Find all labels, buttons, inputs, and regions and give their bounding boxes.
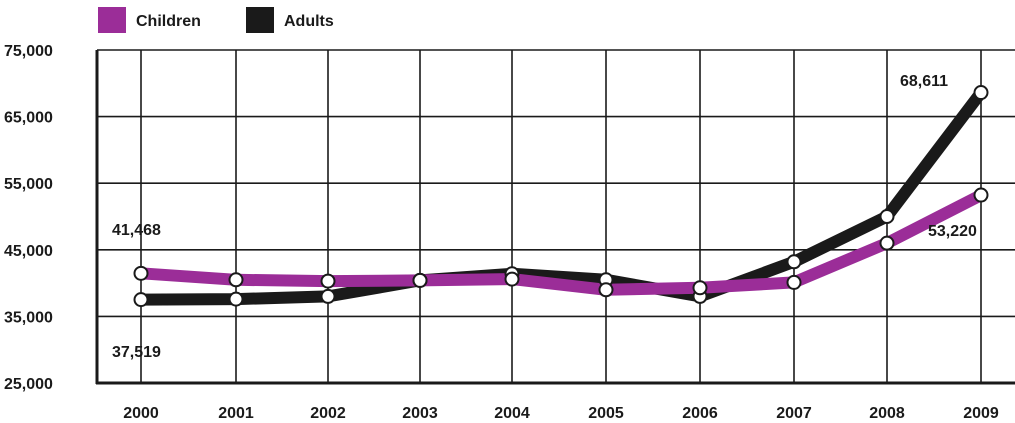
data-point-children-2000 bbox=[133, 265, 149, 281]
x-tick-label: 2001 bbox=[218, 405, 254, 422]
legend-label-adults: Adults bbox=[284, 13, 334, 30]
data-point-children-2005 bbox=[598, 282, 614, 298]
data-point-children-2007 bbox=[786, 274, 802, 290]
legend-label-children: Children bbox=[136, 13, 201, 30]
data-point-children-2003 bbox=[412, 272, 428, 288]
series-line-children bbox=[135, 189, 987, 296]
data-point-adults-2002 bbox=[320, 288, 336, 304]
y-axis: 75,000 65,000 55,000 45,000 35,000 25,000 bbox=[4, 43, 53, 393]
x-tick-label: 2008 bbox=[869, 405, 905, 422]
data-point-children-2009 bbox=[973, 187, 989, 203]
data-point-adults-2001 bbox=[228, 291, 244, 307]
annotation-children-2000: 41,468 bbox=[112, 222, 161, 239]
x-tick-label: 2000 bbox=[123, 405, 159, 422]
data-point-adults-2009 bbox=[973, 85, 989, 101]
legend-item-children: Children bbox=[98, 7, 201, 33]
data-point-children-2004 bbox=[504, 271, 520, 287]
y-tick-label: 65,000 bbox=[4, 110, 53, 127]
x-tick-label: 2004 bbox=[494, 405, 530, 422]
annotations-layer: 41,468 37,519 68,611 53,220 bbox=[112, 73, 977, 361]
y-tick-label: 55,000 bbox=[4, 176, 53, 193]
y-tick-label: 45,000 bbox=[4, 243, 53, 260]
data-point-adults-2008 bbox=[879, 209, 895, 224]
series-line-adults bbox=[135, 86, 987, 306]
annotation-children-2009: 53,220 bbox=[928, 223, 977, 240]
x-tick-label: 2006 bbox=[682, 405, 718, 422]
annotation-adults-2000: 37,519 bbox=[112, 344, 161, 361]
x-tick-label: 2005 bbox=[588, 405, 624, 422]
x-tick-label: 2007 bbox=[776, 405, 812, 422]
legend-item-adults: Adults bbox=[246, 7, 334, 33]
y-tick-label: 35,000 bbox=[4, 309, 53, 326]
y-tick-label: 75,000 bbox=[4, 43, 53, 60]
x-tick-label: 2002 bbox=[310, 405, 346, 422]
x-tick-label: 2009 bbox=[963, 405, 999, 422]
data-point-children-2001 bbox=[228, 272, 244, 288]
data-point-adults-2007 bbox=[786, 254, 802, 270]
series-layer bbox=[135, 86, 987, 306]
data-point-adults-2000 bbox=[133, 292, 149, 308]
x-tick-label: 2003 bbox=[402, 405, 438, 422]
data-point-children-2008 bbox=[879, 235, 895, 251]
points-layer bbox=[133, 85, 989, 308]
legend: Children Adults bbox=[98, 7, 334, 33]
data-point-children-2002 bbox=[320, 273, 336, 289]
legend-swatch-adults bbox=[246, 7, 274, 33]
annotation-adults-2009: 68,611 bbox=[900, 73, 948, 90]
legend-swatch-children bbox=[98, 7, 126, 33]
y-tick-label: 25,000 bbox=[4, 376, 53, 393]
x-axis: 2000 2001 2002 2003 2004 2005 2006 2007 2008 2009 bbox=[123, 405, 999, 422]
data-point-children-2006 bbox=[692, 280, 708, 296]
